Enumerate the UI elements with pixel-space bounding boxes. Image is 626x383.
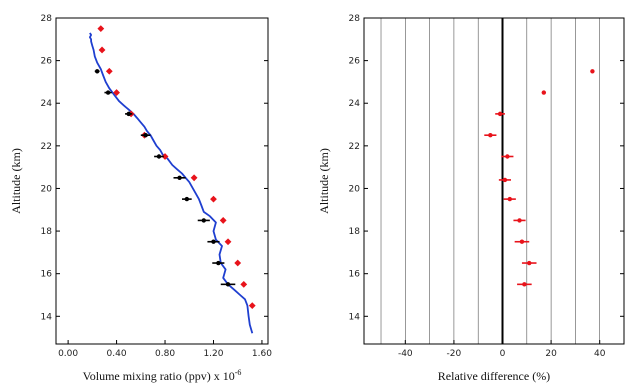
right-point-marker (590, 69, 595, 74)
left-diamond-marker (224, 238, 232, 246)
left-y-tick-label: 26 (41, 57, 53, 67)
left-point-marker (201, 218, 206, 223)
right-y-axis-title: Altitude (km) (317, 148, 331, 214)
left-point-marker (156, 154, 162, 159)
right-point-marker (517, 218, 522, 223)
right-y-tick-label: 16 (349, 270, 361, 280)
left-diamond-marker (98, 46, 106, 54)
right-x-tick-label: 40 (594, 349, 606, 359)
right-x-tick-label: -40 (398, 349, 413, 359)
left-diamond-marker (240, 280, 248, 288)
right-panel: -40 -20 0 20 40 14 16 18 20 22 24 26 28 Relative di… (317, 14, 625, 383)
left-x-axis-title-exponent: -6 (235, 368, 242, 377)
left-x-ticks: 0.00 0.40 0.80 1.20 1.60 (58, 340, 272, 359)
left-diamond-marker (219, 217, 227, 224)
right-y-tick-label: 28 (349, 14, 361, 24)
right-x-axis-title: Relative difference (%) (438, 369, 550, 383)
left-y-tick-label: 20 (41, 184, 53, 194)
right-x-ticks: -40 -20 0 20 40 (398, 340, 606, 359)
left-point-marker (184, 196, 190, 202)
right-y-tick-label: 24 (349, 99, 361, 109)
right-series (484, 69, 595, 287)
left-panel: 0.00 0.40 0.80 1.20 1.60 14 16 18 20 22 24 26 28 Vo… (9, 14, 272, 383)
left-point-marker (143, 132, 148, 138)
right-x-tick-label: -20 (447, 349, 462, 359)
left-x-tick-label: 0.80 (155, 349, 175, 359)
right-point-marker (527, 260, 532, 266)
right-y-tick-label: 20 (349, 184, 361, 194)
right-point-marker (507, 196, 512, 202)
left-diamond-marker (105, 67, 113, 75)
left-point-marker (177, 175, 182, 181)
left-y-axis-title: Altitude (km) (9, 148, 23, 214)
left-point-marker (94, 69, 100, 74)
left-y-tick-label: 16 (41, 270, 53, 280)
right-point-marker (502, 177, 508, 183)
left-y-tick-label: 24 (41, 99, 53, 109)
left-x-axis-title-text: Volume mixing ratio (ppv) x 10 (83, 369, 235, 383)
left-y-ticks: 14 16 18 20 22 24 26 28 (41, 14, 268, 322)
left-diamond-marker (210, 195, 217, 203)
right-point-marker (505, 154, 510, 159)
right-point-marker (488, 132, 493, 138)
left-diamond-marker (113, 89, 120, 96)
right-point-marker (497, 111, 503, 117)
left-y-tick-label: 28 (41, 14, 53, 24)
left-point-marker (216, 260, 221, 266)
right-x-tick-label: 20 (545, 349, 557, 359)
left-diamond-marker (248, 302, 256, 310)
right-x-tick-label: 0 (500, 349, 506, 359)
left-y-tick-label: 14 (41, 312, 53, 322)
left-x-axis-title: Volume mixing ratio (ppv) x 10-6 (83, 368, 242, 383)
right-y-ticks: 14 16 18 20 22 24 26 28 (349, 14, 624, 322)
right-plot-frame (363, 17, 625, 345)
left-y-tick-label: 18 (41, 227, 53, 237)
left-y-tick-label: 22 (41, 142, 52, 152)
left-diamond-marker (190, 174, 198, 182)
left-point-marker (105, 90, 111, 95)
left-profile-line (89, 32, 254, 334)
left-x-tick-label: 0.00 (58, 349, 78, 359)
left-x-tick-label: 1.20 (203, 349, 223, 359)
left-diamond-marker (97, 25, 105, 33)
left-diamond-marker (161, 153, 169, 160)
right-y-tick-label: 22 (349, 142, 360, 152)
right-y-tick-label: 26 (349, 57, 361, 67)
right-point-marker (519, 239, 525, 244)
left-plot-frame (55, 17, 269, 345)
right-y-tick-label: 18 (349, 227, 361, 237)
left-x-tick-label: 1.60 (252, 349, 272, 359)
left-point-marker (126, 111, 131, 117)
left-series (89, 25, 256, 334)
right-grid (380, 18, 601, 344)
right-point-marker (541, 90, 547, 95)
left-point-marker (211, 239, 216, 244)
right-point-marker (522, 282, 527, 287)
right-y-tick-label: 14 (349, 312, 361, 322)
left-diamond-marker (234, 259, 242, 267)
left-x-tick-label: 0.40 (107, 349, 127, 359)
left-point-marker (225, 282, 231, 287)
